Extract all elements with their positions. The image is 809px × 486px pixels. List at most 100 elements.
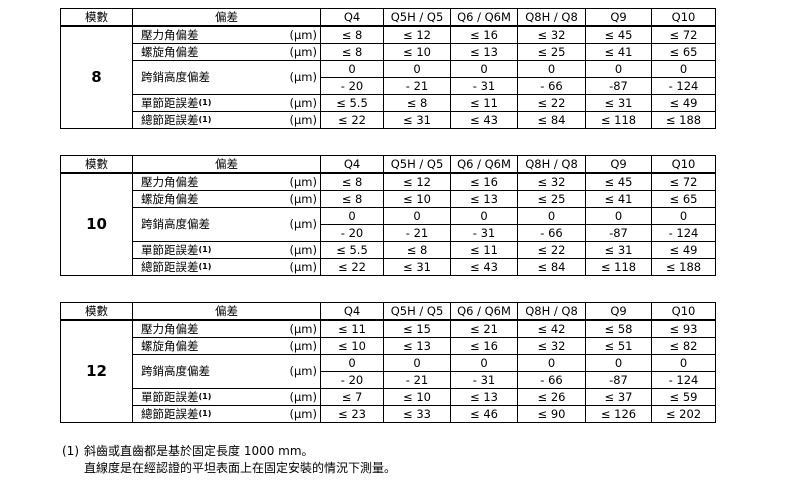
header-grade: Q6 / Q6M [450,8,518,27]
table-row: 總節距誤差(1) (µm) ≤ 22 ≤ 31 ≤ 43 ≤ 84 ≤ 118 ≤ 188 [61,111,716,129]
table-row: 總節距誤差(1) (µm) ≤ 23 ≤ 33 ≤ 46 ≤ 90 ≤ 126 ≤ 202 [61,405,716,423]
value-cell: ≤ 41 [585,190,652,208]
unit-label: (µm) [282,207,321,242]
header-grade: Q4 [320,302,384,321]
value-cell: ≤ 15 [383,319,451,338]
header-module: 模數 [60,8,133,27]
table-row: 8 壓力角偏差 (µm) ≤ 8 ≤ 12 ≤ 16 ≤ 32 ≤ 45 ≤ 72 [60,25,716,129]
value-cell: ≤ 41 [585,43,652,61]
value-cell: - 20 [320,371,384,389]
table-row: 螺旋角偏差 (µm) ≤ 10 ≤ 13 ≤ 16 ≤ 32 ≤ 51 ≤ 82 [61,337,716,355]
value-cell: ≤ 8 [320,172,384,191]
value-cell: -87 [585,371,652,389]
deviation-label: 螺旋角偏差 [132,337,283,355]
value-cell: - 66 [517,371,586,389]
header-grade: Q8H / Q8 [517,155,586,174]
table-row: 螺旋角偏差 (µm) ≤ 8 ≤ 10 ≤ 13 ≤ 25 ≤ 41 ≤ 65 [61,190,716,208]
value-cell: ≤ 13 [450,190,518,208]
table-row: 單節距誤差(1) (µm) ≤ 7 ≤ 10 ≤ 13 ≤ 26 ≤ 37 ≤ 59 [61,388,716,406]
unit-label: (µm) [282,258,321,276]
value-cell: - 124 [651,77,716,95]
value-cell: 0 [517,60,586,78]
value-cell: 0 [383,60,451,78]
unit-label: (µm) [282,405,321,423]
table-row: 單節距誤差(1) (µm) ≤ 5.5 ≤ 8 ≤ 11 ≤ 22 ≤ 31 ≤ 49 [61,241,716,259]
header-grade: Q9 [585,155,652,174]
value-cell: - 21 [383,224,451,242]
header-grade: Q6 / Q6M [450,302,518,321]
header-row: 模數 偏差 Q4 Q5H / Q5 Q6 / Q6M Q8H / Q8 Q9 Q10 [60,8,716,27]
module-value: 8 [60,25,133,129]
value-cell: ≤ 22 [320,111,384,129]
footnote-ref: (1) [198,245,212,254]
value-cell: ≤ 93 [651,319,716,338]
module-value: 12 [60,319,133,423]
value-cell: - 124 [651,371,716,389]
table-row: 螺旋角偏差 (µm) ≤ 8 ≤ 10 ≤ 13 ≤ 25 ≤ 41 ≤ 65 [61,43,716,61]
value-cell: 0 [585,207,652,225]
deviation-label: 單節距誤差(1) [132,241,283,259]
deviation-label: 跨銷高度偏差 [132,207,283,242]
value-cell: ≤ 118 [585,258,652,276]
value-cell: 0 [585,354,652,372]
value-cell: 0 [517,207,586,225]
value-cell: - 66 [517,224,586,242]
module-value: 10 [60,172,133,276]
value-cell: 0 [383,354,451,372]
value-cell: ≤ 25 [517,43,586,61]
value-cell: ≤ 21 [450,319,518,338]
tolerance-table-module-12: 模數 偏差 Q4 Q5H / Q5 Q6 / Q6M Q8H / Q8 Q9 Q10 12 壓力角… [60,302,716,423]
table-row: 12 壓力角偏差 (µm) ≤ 11 ≤ 15 ≤ 21 ≤ 42 ≤ 58 ≤ 93 [60,319,716,423]
footnote-line-1: 斜齒或直齒都是基於固定長度 1000 mm。 [84,444,314,458]
value-cell: ≤ 188 [651,111,716,129]
value-cell: ≤ 126 [585,405,652,423]
table-row: 跨銷高度偏差 (µm) 0 0 0 0 0 0 [61,60,716,95]
unit-label: (µm) [282,241,321,259]
value-cell: ≤ 11 [450,94,518,112]
value-cell: - 31 [450,77,518,95]
value-cell: ≤ 84 [517,111,586,129]
value-cell: ≤ 16 [450,337,518,355]
value-cell: ≤ 13 [383,337,451,355]
value-cell: ≤ 33 [383,405,451,423]
header-grade: Q5H / Q5 [383,8,451,27]
table-row: 跨銷高度偏差 (µm) 0 0 0 0 0 0 [61,354,716,389]
deviation-label: 跨銷高度偏差 [132,60,283,95]
value-cell: ≤ 58 [585,319,652,338]
header-grade: Q5H / Q5 [383,155,451,174]
value-cell: 0 [585,60,652,78]
value-cell: - 20 [320,224,384,242]
value-cell: ≤ 46 [450,405,518,423]
header-grade: Q10 [651,302,716,321]
footnote-ref: (1) [198,262,212,271]
table-row: 單節距誤差(1) (µm) ≤ 5.5 ≤ 8 ≤ 11 ≤ 22 ≤ 31 ≤ 49 [61,94,716,112]
value-cell: ≤ 31 [585,241,652,259]
value-cell: ≤ 45 [585,172,652,191]
deviation-label: 壓力角偏差 [132,319,283,338]
value-cell: ≤ 59 [651,388,716,406]
header-module: 模數 [60,302,133,321]
value-cell: 0 [517,354,586,372]
header-grade: Q10 [651,8,716,27]
header-grade: Q8H / Q8 [517,8,586,27]
deviation-label: 壓力角偏差 [132,25,283,44]
value-cell: ≤ 26 [517,388,586,406]
value-cell: -87 [585,224,652,242]
deviation-label: 總節距誤差(1) [132,405,283,423]
footnote-line-2: 直線度是在經認證的平坦表面上在固定安裝的情況下測量。 [84,461,397,475]
unit-label: (µm) [282,190,321,208]
value-cell: ≤ 118 [585,111,652,129]
table-row: 總節距誤差(1) (µm) ≤ 22 ≤ 31 ≤ 43 ≤ 84 ≤ 118 ≤ 188 [61,258,716,276]
value-cell: 0 [450,60,518,78]
value-cell: ≤ 31 [585,94,652,112]
value-cell: ≤ 22 [517,94,586,112]
header-grade: Q6 / Q6M [450,155,518,174]
value-cell: 0 [651,60,716,78]
value-cell: - 31 [450,224,518,242]
value-cell: ≤ 32 [517,172,586,191]
value-cell: - 21 [383,371,451,389]
deviation-label: 單節距誤差(1) [132,388,283,406]
value-cell: 0 [450,207,518,225]
header-grade: Q10 [651,155,716,174]
value-cell: ≤ 37 [585,388,652,406]
